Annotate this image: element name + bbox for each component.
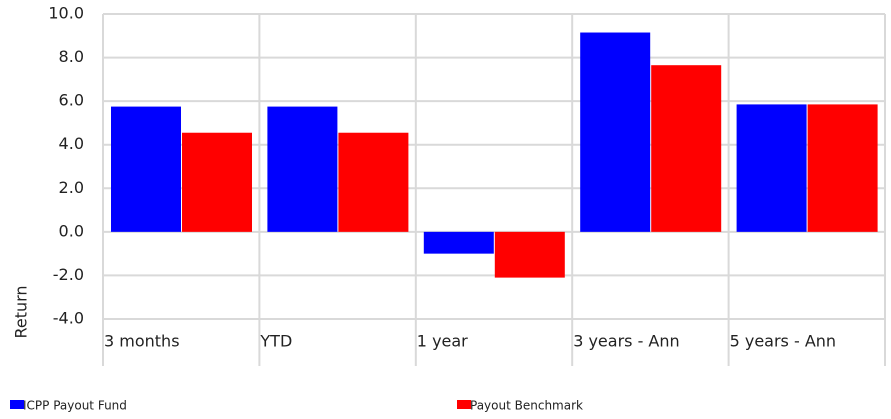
bar	[338, 132, 409, 232]
y-tick-label: 0.0	[59, 221, 84, 240]
x-tick-label: 1 year	[417, 332, 468, 351]
y-tick-label: -2.0	[53, 265, 84, 284]
legend-label: Payout Benchmark	[470, 399, 583, 413]
x-tick-label: 3 years - Ann	[573, 332, 679, 351]
legend-swatch	[10, 400, 24, 409]
bar	[807, 104, 878, 232]
legend-item: Payout Benchmark	[457, 399, 583, 413]
y-tick-label: -4.0	[53, 309, 84, 328]
y-tick-label: 10.0	[48, 4, 84, 23]
bar	[580, 32, 651, 232]
bar	[423, 231, 494, 254]
bar	[267, 106, 338, 232]
legend-swatch	[457, 400, 471, 409]
y-tick-label: 2.0	[59, 178, 84, 197]
x-tick-label: YTD	[259, 332, 292, 351]
bar	[736, 104, 807, 232]
x-tick-label: 5 years - Ann	[730, 332, 836, 351]
y-tick-label: 4.0	[59, 134, 84, 153]
bar	[182, 132, 252, 232]
legend-label: ICPP Payout Fund	[23, 399, 127, 413]
bar	[494, 231, 565, 278]
bar	[651, 65, 722, 232]
x-tick-label: 3 months	[104, 332, 180, 351]
y-axis-title: Return	[12, 285, 31, 338]
bar	[111, 106, 181, 232]
legend-item: ICPP Payout Fund	[10, 399, 127, 413]
y-tick-label: 8.0	[59, 47, 84, 66]
y-tick-label: 6.0	[59, 91, 84, 110]
